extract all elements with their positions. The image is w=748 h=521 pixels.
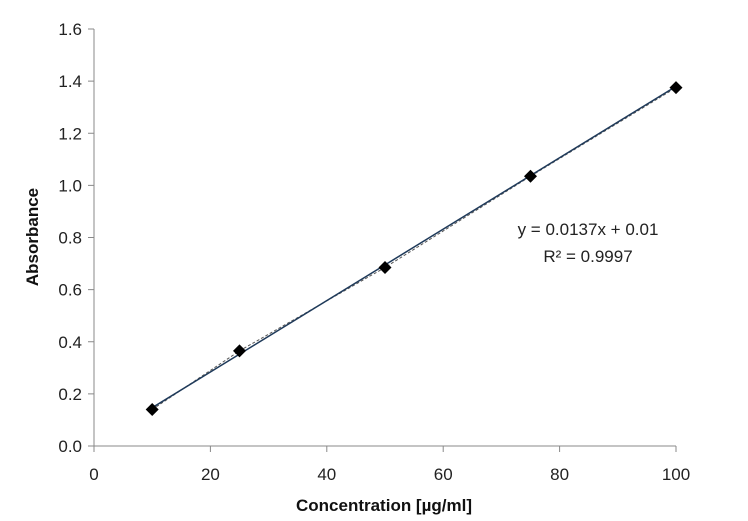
chart-marks [145,81,683,417]
data-point-diamond [233,344,246,358]
y-tick-label: 0.4 [58,333,82,352]
y-tick-label: 1.4 [58,72,82,91]
data-point-diamond [145,403,159,417]
x-tick-label: 60 [434,465,453,484]
y-tick-label: 0.2 [58,385,82,404]
axes: 0.0 0.2 0.4 0.6 0.8 1.0 1.2 1.4 1.6 0 20 40 60 80 100 [58,20,690,484]
data-point-diamond [669,81,683,95]
x-tick-label: 40 [317,465,336,484]
y-tick-label: 0.6 [58,281,82,300]
y-tick-label: 0.8 [58,229,82,248]
equation-annotation: y = 0.0137x + 0.01 [518,220,659,239]
x-tick-label: 80 [550,465,569,484]
x-tick-label: 20 [201,465,220,484]
r-squared-annotation: R² = 0.9997 [543,247,632,266]
data-point-diamond [524,169,537,183]
x-axis-title: Concentration [µg/ml] [296,496,472,515]
y-tick-label: 1.6 [58,20,82,39]
y-tick-label: 0.0 [58,437,82,456]
x-tick-label: 100 [662,465,690,484]
y-tick-label: 1.0 [58,176,82,195]
data-point-diamond [378,260,392,274]
y-axis-title: Absorbance [23,188,42,286]
x-tick-label: 0 [89,465,98,484]
y-tick-label: 1.2 [58,124,82,143]
